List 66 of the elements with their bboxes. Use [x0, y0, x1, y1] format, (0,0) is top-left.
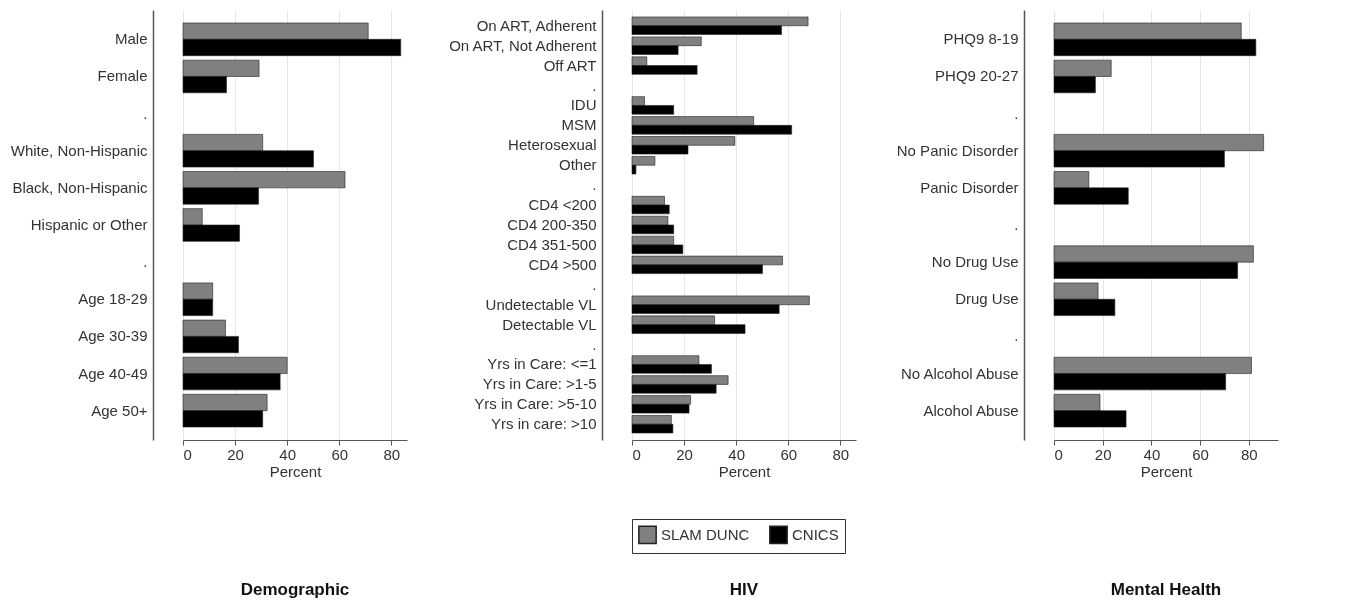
y-tick-label: Hispanic or Other: [30, 216, 148, 233]
y-tick-label: Yrs in care: >10: [491, 415, 597, 433]
y-tick-label: PHQ9 8-19: [943, 30, 1019, 48]
x-tick-label: 40: [728, 445, 746, 463]
y-tick-label: CD4 351-500: [507, 235, 597, 253]
y-tick-label: Black, Non-Hispanic: [12, 178, 148, 196]
y-tick-label: Off ART: [543, 56, 597, 74]
y-tick-label: Age 40-49: [78, 364, 148, 382]
y-tick-label: Heterosexual: [508, 136, 597, 154]
x-tick-label: 80: [1240, 445, 1258, 463]
y-tick-label: Alcohol Abuse: [923, 401, 1019, 419]
y-tick-label: No Drug Use: [931, 253, 1019, 271]
legend-label: SLAM DUNC: [661, 525, 750, 543]
y-tick-label: Male: [114, 30, 148, 48]
y-tick-label: On ART, Not Adherent: [449, 36, 598, 54]
y-tick-label: Yrs in Care: <=1: [487, 355, 597, 373]
x-axis-title: Percent: [718, 462, 772, 480]
x-tick-label: 20: [227, 445, 244, 463]
x-tick-label: 0: [183, 445, 192, 463]
x-tick-label: 20: [676, 445, 693, 463]
y-tick-label: .: [1014, 216, 1019, 233]
y-tick-label: Age 30-39: [78, 327, 148, 345]
x-tick-label: 60: [780, 445, 798, 463]
y-tick-label: .: [592, 176, 597, 194]
x-tick-label: 0: [1054, 445, 1063, 463]
y-tick-label: No Panic Disorder: [896, 141, 1019, 159]
y-tick-label: .: [143, 253, 148, 271]
y-tick-label: Drug Use: [955, 290, 1019, 308]
y-tick-label: .: [592, 275, 597, 293]
y-tick-label: IDU: [570, 96, 597, 114]
y-tick-label: .: [1014, 327, 1019, 345]
x-tick-label: 80: [832, 445, 850, 463]
y-tick-label: Detectable VL: [502, 315, 597, 333]
y-tick-label: .: [592, 76, 597, 94]
x-tick-label: 0: [632, 445, 641, 463]
x-tick-label: 60: [331, 445, 349, 463]
text: HIV: [729, 579, 759, 599]
text: Mental Health: [1110, 580, 1222, 599]
x-tick-label: 60: [1192, 445, 1209, 463]
y-tick-label: Yrs in Care: >5-10: [474, 395, 597, 413]
y-tick-label: Yrs in Care: >1-5: [482, 375, 597, 393]
y-tick-label: Age 18-29: [78, 290, 148, 308]
x-axis-title: Percent: [1140, 462, 1194, 480]
y-tick-label: Female: [97, 67, 148, 85]
y-tick-label: MSM: [561, 116, 597, 134]
y-tick-label: Panic Disorder: [920, 178, 1019, 196]
x-tick-label: 80: [383, 445, 401, 463]
y-tick-label: Undetectable VL: [485, 295, 597, 313]
x-tick-label: 40: [279, 445, 297, 463]
x-axis-title: Percent: [269, 462, 323, 480]
legend-label: CNICS: [792, 525, 839, 543]
y-tick-label: PHQ9 20-27: [935, 67, 1019, 85]
x-tick-label: 20: [1094, 445, 1112, 463]
y-tick-label: Age 50+: [91, 401, 148, 419]
y-tick-label: CD4 200-350: [507, 216, 597, 233]
y-tick-label: .: [592, 335, 597, 353]
y-tick-label: .: [1014, 104, 1019, 122]
y-tick-label: White, Non-Hispanic: [10, 141, 148, 159]
text: Demographic: [240, 580, 350, 599]
y-tick-label: CD4 >500: [528, 255, 597, 273]
y-tick-label: On ART, Adherent: [476, 16, 598, 34]
x-tick-label: 40: [1143, 445, 1161, 463]
y-tick-label: .: [143, 104, 148, 122]
y-tick-label: CD4 <200: [528, 196, 597, 214]
y-tick-label: No Alcohol Abuse: [900, 364, 1019, 382]
y-tick-label: Other: [558, 156, 597, 174]
